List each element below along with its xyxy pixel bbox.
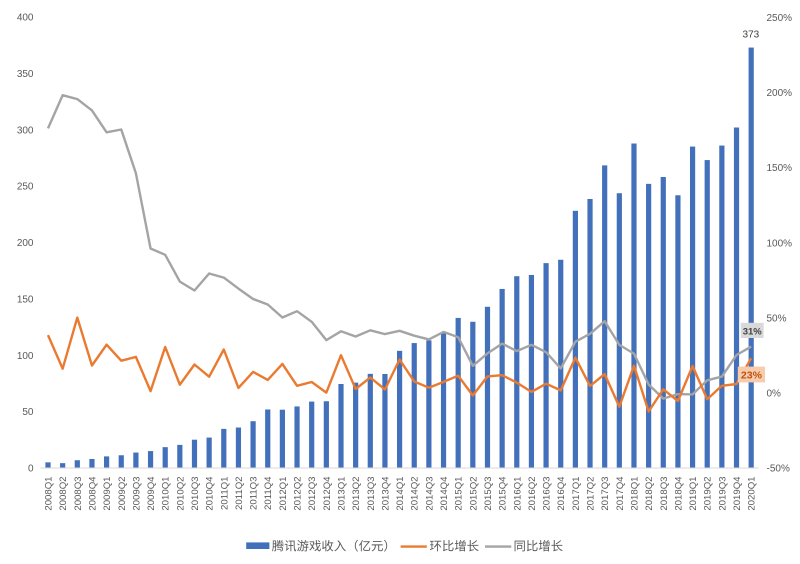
svg-text:2014Q1: 2014Q1 bbox=[395, 477, 406, 511]
svg-text:2010Q4: 2010Q4 bbox=[205, 476, 216, 511]
svg-text:2018Q4: 2018Q4 bbox=[673, 476, 684, 511]
svg-text:2008Q3: 2008Q3 bbox=[73, 477, 84, 511]
svg-text:2015Q1: 2015Q1 bbox=[454, 477, 465, 511]
svg-text:2010Q1: 2010Q1 bbox=[161, 477, 172, 511]
svg-text:-50%: -50% bbox=[767, 464, 790, 475]
svg-text:350: 350 bbox=[17, 69, 34, 80]
svg-text:2012Q1: 2012Q1 bbox=[278, 477, 289, 511]
svg-text:2008Q1: 2008Q1 bbox=[44, 477, 55, 511]
svg-text:2009Q1: 2009Q1 bbox=[102, 477, 113, 511]
svg-text:2011Q1: 2011Q1 bbox=[219, 477, 230, 510]
svg-text:2009Q3: 2009Q3 bbox=[131, 477, 142, 511]
svg-text:2014Q3: 2014Q3 bbox=[424, 477, 435, 511]
svg-text:200%: 200% bbox=[767, 88, 793, 99]
svg-text:23%: 23% bbox=[741, 370, 763, 382]
svg-text:50%: 50% bbox=[767, 313, 787, 324]
svg-text:2017Q1: 2017Q1 bbox=[571, 477, 582, 511]
svg-text:2013Q2: 2013Q2 bbox=[351, 477, 362, 511]
svg-text:2018Q3: 2018Q3 bbox=[659, 477, 670, 511]
svg-text:31%: 31% bbox=[743, 326, 763, 337]
svg-text:2011Q2: 2011Q2 bbox=[234, 477, 245, 510]
svg-text:2009Q2: 2009Q2 bbox=[117, 477, 128, 511]
svg-text:2017Q3: 2017Q3 bbox=[600, 477, 611, 511]
svg-text:50: 50 bbox=[22, 407, 34, 418]
svg-text:2012Q2: 2012Q2 bbox=[293, 477, 304, 511]
svg-text:2017Q2: 2017Q2 bbox=[586, 477, 597, 511]
svg-text:150%: 150% bbox=[767, 163, 793, 174]
svg-text:2013Q4: 2013Q4 bbox=[380, 476, 391, 511]
svg-text:373: 373 bbox=[743, 30, 760, 41]
svg-text:2015Q4: 2015Q4 bbox=[498, 476, 509, 511]
svg-text:2014Q2: 2014Q2 bbox=[410, 477, 421, 511]
svg-text:2010Q3: 2010Q3 bbox=[190, 477, 201, 511]
svg-text:0: 0 bbox=[28, 464, 34, 475]
svg-text:2008Q4: 2008Q4 bbox=[87, 476, 98, 511]
svg-text:2018Q2: 2018Q2 bbox=[644, 477, 655, 511]
svg-text:2013Q1: 2013Q1 bbox=[336, 477, 347, 511]
svg-text:2008Q2: 2008Q2 bbox=[58, 477, 69, 511]
svg-text:2016Q3: 2016Q3 bbox=[542, 477, 553, 511]
svg-text:2010Q2: 2010Q2 bbox=[175, 477, 186, 511]
svg-text:200: 200 bbox=[17, 238, 34, 249]
svg-text:2009Q4: 2009Q4 bbox=[146, 476, 157, 511]
svg-text:250%: 250% bbox=[767, 13, 793, 24]
svg-text:2016Q4: 2016Q4 bbox=[556, 476, 567, 511]
svg-text:2012Q4: 2012Q4 bbox=[322, 476, 333, 511]
svg-text:2018Q1: 2018Q1 bbox=[629, 477, 640, 511]
svg-text:2019Q2: 2019Q2 bbox=[703, 477, 714, 511]
svg-text:2012Q3: 2012Q3 bbox=[307, 477, 318, 511]
svg-text:2013Q3: 2013Q3 bbox=[366, 477, 377, 511]
svg-text:2011Q4: 2011Q4 bbox=[263, 476, 274, 510]
svg-text:2019Q1: 2019Q1 bbox=[688, 477, 699, 511]
svg-text:2016Q1: 2016Q1 bbox=[512, 477, 523, 511]
svg-text:2020Q1: 2020Q1 bbox=[747, 477, 758, 511]
svg-text:250: 250 bbox=[17, 182, 34, 193]
svg-text:2015Q2: 2015Q2 bbox=[468, 477, 479, 511]
svg-text:2015Q3: 2015Q3 bbox=[483, 476, 494, 510]
svg-text:2016Q2: 2016Q2 bbox=[527, 477, 538, 511]
svg-text:2011Q3: 2011Q3 bbox=[249, 477, 260, 510]
svg-text:2019Q4: 2019Q4 bbox=[732, 476, 743, 511]
svg-text:2017Q4: 2017Q4 bbox=[615, 476, 626, 511]
svg-text:150: 150 bbox=[17, 294, 34, 305]
svg-text:0%: 0% bbox=[767, 389, 782, 400]
svg-text:100%: 100% bbox=[767, 238, 793, 249]
svg-text:2014Q4: 2014Q4 bbox=[439, 476, 450, 511]
svg-text:400: 400 bbox=[17, 13, 34, 24]
svg-text:2019Q3: 2019Q3 bbox=[717, 477, 728, 511]
svg-text:300: 300 bbox=[17, 125, 34, 136]
svg-text:100: 100 bbox=[17, 351, 34, 362]
